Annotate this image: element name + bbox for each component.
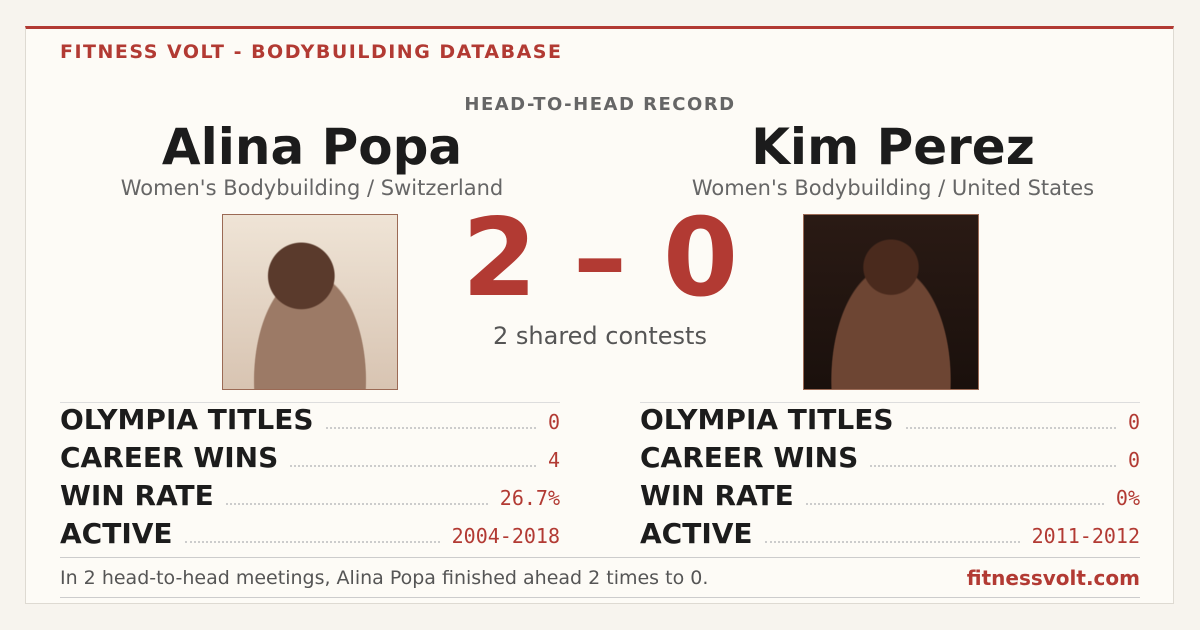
- score: 2–0: [300, 196, 900, 321]
- right-stats: OLYMPIA TITLES 0 CAREER WINS 0 WIN RATE 0% ACT…: [640, 402, 1140, 555]
- stat-label: OLYMPIA TITLES: [60, 403, 314, 436]
- stat-row: CAREER WINS 4: [60, 441, 560, 479]
- stat-label: WIN RATE: [640, 479, 794, 512]
- dot-leader: [225, 503, 488, 505]
- dot-leader: [870, 465, 1116, 467]
- stat-value: 4: [547, 448, 560, 472]
- dot-leader: [764, 541, 1020, 543]
- summary: In 2 head-to-head meetings, Alina Popa f…: [60, 567, 709, 589]
- left-score: 2: [461, 196, 537, 321]
- left-stats: OLYMPIA TITLES 0 CAREER WINS 4 WIN RATE 26.7%…: [60, 402, 560, 555]
- stat-row: OLYMPIA TITLES 0: [640, 403, 1140, 441]
- stat-row: ACTIVE 2004-2018: [60, 517, 560, 555]
- stat-label: OLYMPIA TITLES: [640, 403, 894, 436]
- rule: [60, 557, 1140, 558]
- kicker: HEAD-TO-HEAD RECORD: [464, 94, 736, 115]
- stat-value: 0%: [1115, 486, 1140, 510]
- stat-value: 26.7%: [499, 486, 560, 510]
- stat-label: CAREER WINS: [640, 441, 859, 474]
- stat-label: CAREER WINS: [60, 441, 279, 474]
- left-photo: [222, 214, 398, 390]
- right-name: Kim Perez: [751, 118, 1035, 176]
- stat-row: WIN RATE 0%: [640, 479, 1140, 517]
- dot-leader: [290, 465, 536, 467]
- right-subtitle: Women's Bodybuilding / United States: [691, 176, 1095, 200]
- right-score: 0: [663, 196, 739, 321]
- left-subtitle: Women's Bodybuilding / Switzerland: [120, 176, 504, 200]
- stat-row: WIN RATE 26.7%: [60, 479, 560, 517]
- contests-caption: 2 shared contests: [493, 322, 707, 350]
- brand: FITNESS VOLT - BODYBUILDING DATABASE: [60, 41, 563, 63]
- dot-leader: [805, 503, 1104, 505]
- stat-label: ACTIVE: [640, 517, 753, 550]
- stat-label: WIN RATE: [60, 479, 214, 512]
- rule: [60, 597, 1140, 598]
- site-link[interactable]: fitnessvolt.com: [966, 566, 1140, 590]
- card: [25, 26, 1174, 604]
- left-name: Alina Popa: [161, 118, 463, 176]
- stat-row: OLYMPIA TITLES 0: [60, 403, 560, 441]
- stat-label: ACTIVE: [60, 517, 173, 550]
- stat-value: 0: [547, 410, 560, 434]
- stat-row: CAREER WINS 0: [640, 441, 1140, 479]
- dot-leader: [184, 541, 440, 543]
- dot-leader: [325, 427, 536, 429]
- dot-leader: [905, 427, 1116, 429]
- stat-value: 2011-2012: [1031, 524, 1140, 548]
- stat-value: 0: [1127, 410, 1140, 434]
- stat-value: 2004-2018: [451, 524, 560, 548]
- stat-row: ACTIVE 2011-2012: [640, 517, 1140, 555]
- stat-value: 0: [1127, 448, 1140, 472]
- right-photo: [803, 214, 979, 390]
- score-separator: –: [573, 196, 627, 321]
